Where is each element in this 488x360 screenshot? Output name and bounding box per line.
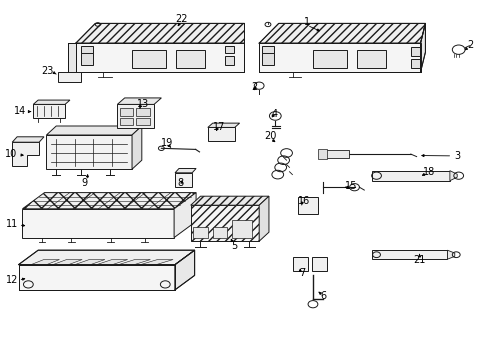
- Bar: [176, 50, 205, 68]
- Polygon shape: [119, 260, 150, 265]
- Text: 12: 12: [6, 275, 19, 285]
- Polygon shape: [53, 260, 82, 265]
- Bar: [120, 118, 133, 125]
- Polygon shape: [76, 23, 244, 43]
- Polygon shape: [259, 23, 425, 43]
- Bar: [58, 72, 81, 82]
- Bar: [190, 205, 259, 241]
- Text: 23: 23: [41, 66, 54, 76]
- Text: 21: 21: [412, 255, 425, 265]
- Text: 10: 10: [4, 149, 17, 159]
- Bar: [371, 171, 449, 181]
- Text: 22: 22: [175, 14, 188, 24]
- Bar: [293, 257, 307, 271]
- Bar: [46, 135, 132, 169]
- Text: 5: 5: [231, 240, 237, 251]
- Polygon shape: [175, 250, 194, 290]
- Polygon shape: [19, 265, 175, 290]
- Text: 4: 4: [271, 109, 277, 119]
- Polygon shape: [31, 260, 60, 265]
- Bar: [136, 108, 149, 116]
- Bar: [325, 150, 348, 158]
- Bar: [81, 46, 93, 53]
- Bar: [410, 47, 419, 56]
- Bar: [117, 104, 154, 128]
- Text: 18: 18: [422, 167, 435, 177]
- Polygon shape: [259, 196, 268, 241]
- Text: 15: 15: [344, 181, 357, 191]
- Polygon shape: [207, 123, 239, 127]
- Bar: [317, 149, 326, 159]
- Polygon shape: [12, 142, 39, 166]
- Bar: [33, 104, 65, 118]
- Polygon shape: [97, 260, 127, 265]
- Polygon shape: [447, 250, 454, 259]
- Polygon shape: [141, 260, 173, 265]
- Polygon shape: [22, 193, 196, 209]
- Text: 7: 7: [299, 268, 305, 278]
- Bar: [232, 220, 251, 238]
- Polygon shape: [75, 260, 105, 265]
- Text: 1: 1: [304, 17, 309, 27]
- Text: 6: 6: [320, 291, 326, 301]
- Text: 9: 9: [81, 178, 87, 188]
- Bar: [311, 257, 326, 271]
- Text: 14: 14: [14, 106, 27, 116]
- Polygon shape: [22, 209, 174, 238]
- Bar: [298, 197, 317, 214]
- Text: 19: 19: [161, 138, 173, 148]
- Bar: [207, 127, 234, 141]
- Text: 8: 8: [177, 178, 183, 188]
- Polygon shape: [46, 126, 142, 135]
- Polygon shape: [175, 168, 196, 173]
- Bar: [136, 118, 149, 125]
- Polygon shape: [420, 23, 425, 72]
- Bar: [312, 50, 346, 68]
- Bar: [81, 50, 93, 65]
- Text: 20: 20: [264, 131, 276, 141]
- Bar: [261, 46, 273, 53]
- Polygon shape: [68, 43, 76, 72]
- Polygon shape: [132, 126, 142, 169]
- Polygon shape: [174, 193, 196, 238]
- Bar: [132, 50, 166, 68]
- Polygon shape: [190, 196, 268, 205]
- Text: 13: 13: [136, 99, 149, 109]
- Text: 17: 17: [212, 122, 225, 132]
- Polygon shape: [259, 43, 420, 72]
- Text: 2: 2: [251, 82, 257, 93]
- Polygon shape: [449, 171, 456, 181]
- Bar: [193, 227, 207, 238]
- Text: 11: 11: [6, 219, 19, 229]
- Polygon shape: [19, 250, 194, 265]
- Text: 2: 2: [467, 40, 472, 50]
- Bar: [410, 59, 419, 68]
- Bar: [120, 108, 133, 116]
- Polygon shape: [33, 100, 70, 104]
- Text: 3: 3: [453, 150, 459, 161]
- Bar: [356, 50, 386, 68]
- Bar: [261, 50, 273, 65]
- Bar: [371, 250, 447, 259]
- Bar: [175, 173, 192, 187]
- Text: 16: 16: [297, 196, 310, 206]
- Polygon shape: [117, 98, 161, 104]
- Polygon shape: [76, 43, 244, 72]
- Bar: [224, 46, 233, 53]
- Bar: [212, 227, 227, 238]
- Bar: [224, 56, 233, 65]
- Polygon shape: [12, 137, 44, 142]
